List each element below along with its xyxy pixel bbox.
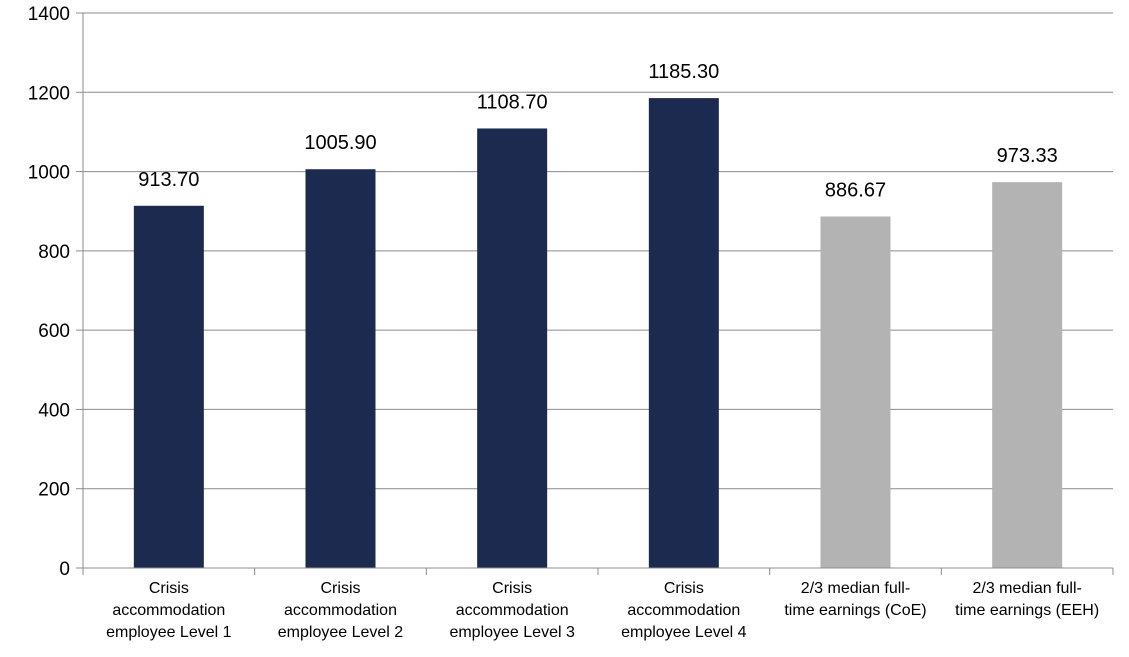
x-category-label: Crisis accommodation employee Level 4 bbox=[621, 580, 747, 641]
x-category-label: 2/3 median full-time earnings (EEH) bbox=[955, 580, 1099, 619]
x-axis-category-labels: Crisis accommodation employee Level 1 Crisi… bbox=[106, 580, 1099, 641]
y-tick-label: 1400 bbox=[28, 4, 70, 25]
x-category-label: Crisis accommodation employee Level 2 bbox=[278, 580, 404, 641]
y-tick-label: 1200 bbox=[28, 83, 70, 104]
y-tick-label: 1000 bbox=[28, 163, 70, 184]
x-category-label: Crisis accommodation employee Level 3 bbox=[449, 580, 575, 641]
bar bbox=[477, 128, 548, 568]
y-tick-label: 0 bbox=[59, 559, 70, 580]
y-tick-label: 400 bbox=[38, 400, 70, 421]
bar bbox=[992, 182, 1063, 569]
data-label: 1185.30 bbox=[648, 61, 719, 83]
bar bbox=[648, 98, 719, 568]
bars bbox=[133, 98, 1063, 569]
data-labels: 913.70 1005.90 1108.70 1185.30 886.67 973.33 bbox=[138, 61, 1058, 201]
data-label: 913.70 bbox=[138, 169, 199, 191]
bar bbox=[133, 205, 204, 569]
y-tick-label: 800 bbox=[38, 242, 70, 263]
data-label: 973.33 bbox=[997, 145, 1058, 167]
bar bbox=[305, 169, 376, 569]
y-tick-label: 200 bbox=[38, 480, 70, 501]
axes bbox=[82, 13, 1114, 575]
data-label: 1005.90 bbox=[304, 132, 376, 154]
x-category-label: Crisis accommodation employee Level 1 bbox=[106, 580, 232, 641]
data-label: 1108.70 bbox=[477, 91, 548, 113]
gridlines bbox=[76, 12, 1113, 569]
x-category-label: 2/3 median full-time earnings (CoE) bbox=[784, 580, 926, 619]
bar bbox=[820, 216, 891, 569]
data-label: 886.67 bbox=[825, 179, 886, 201]
y-tick-label: 600 bbox=[38, 321, 70, 342]
y-axis-tick-labels: 0 200 400 600 800 1000 1200 1400 bbox=[28, 4, 70, 580]
